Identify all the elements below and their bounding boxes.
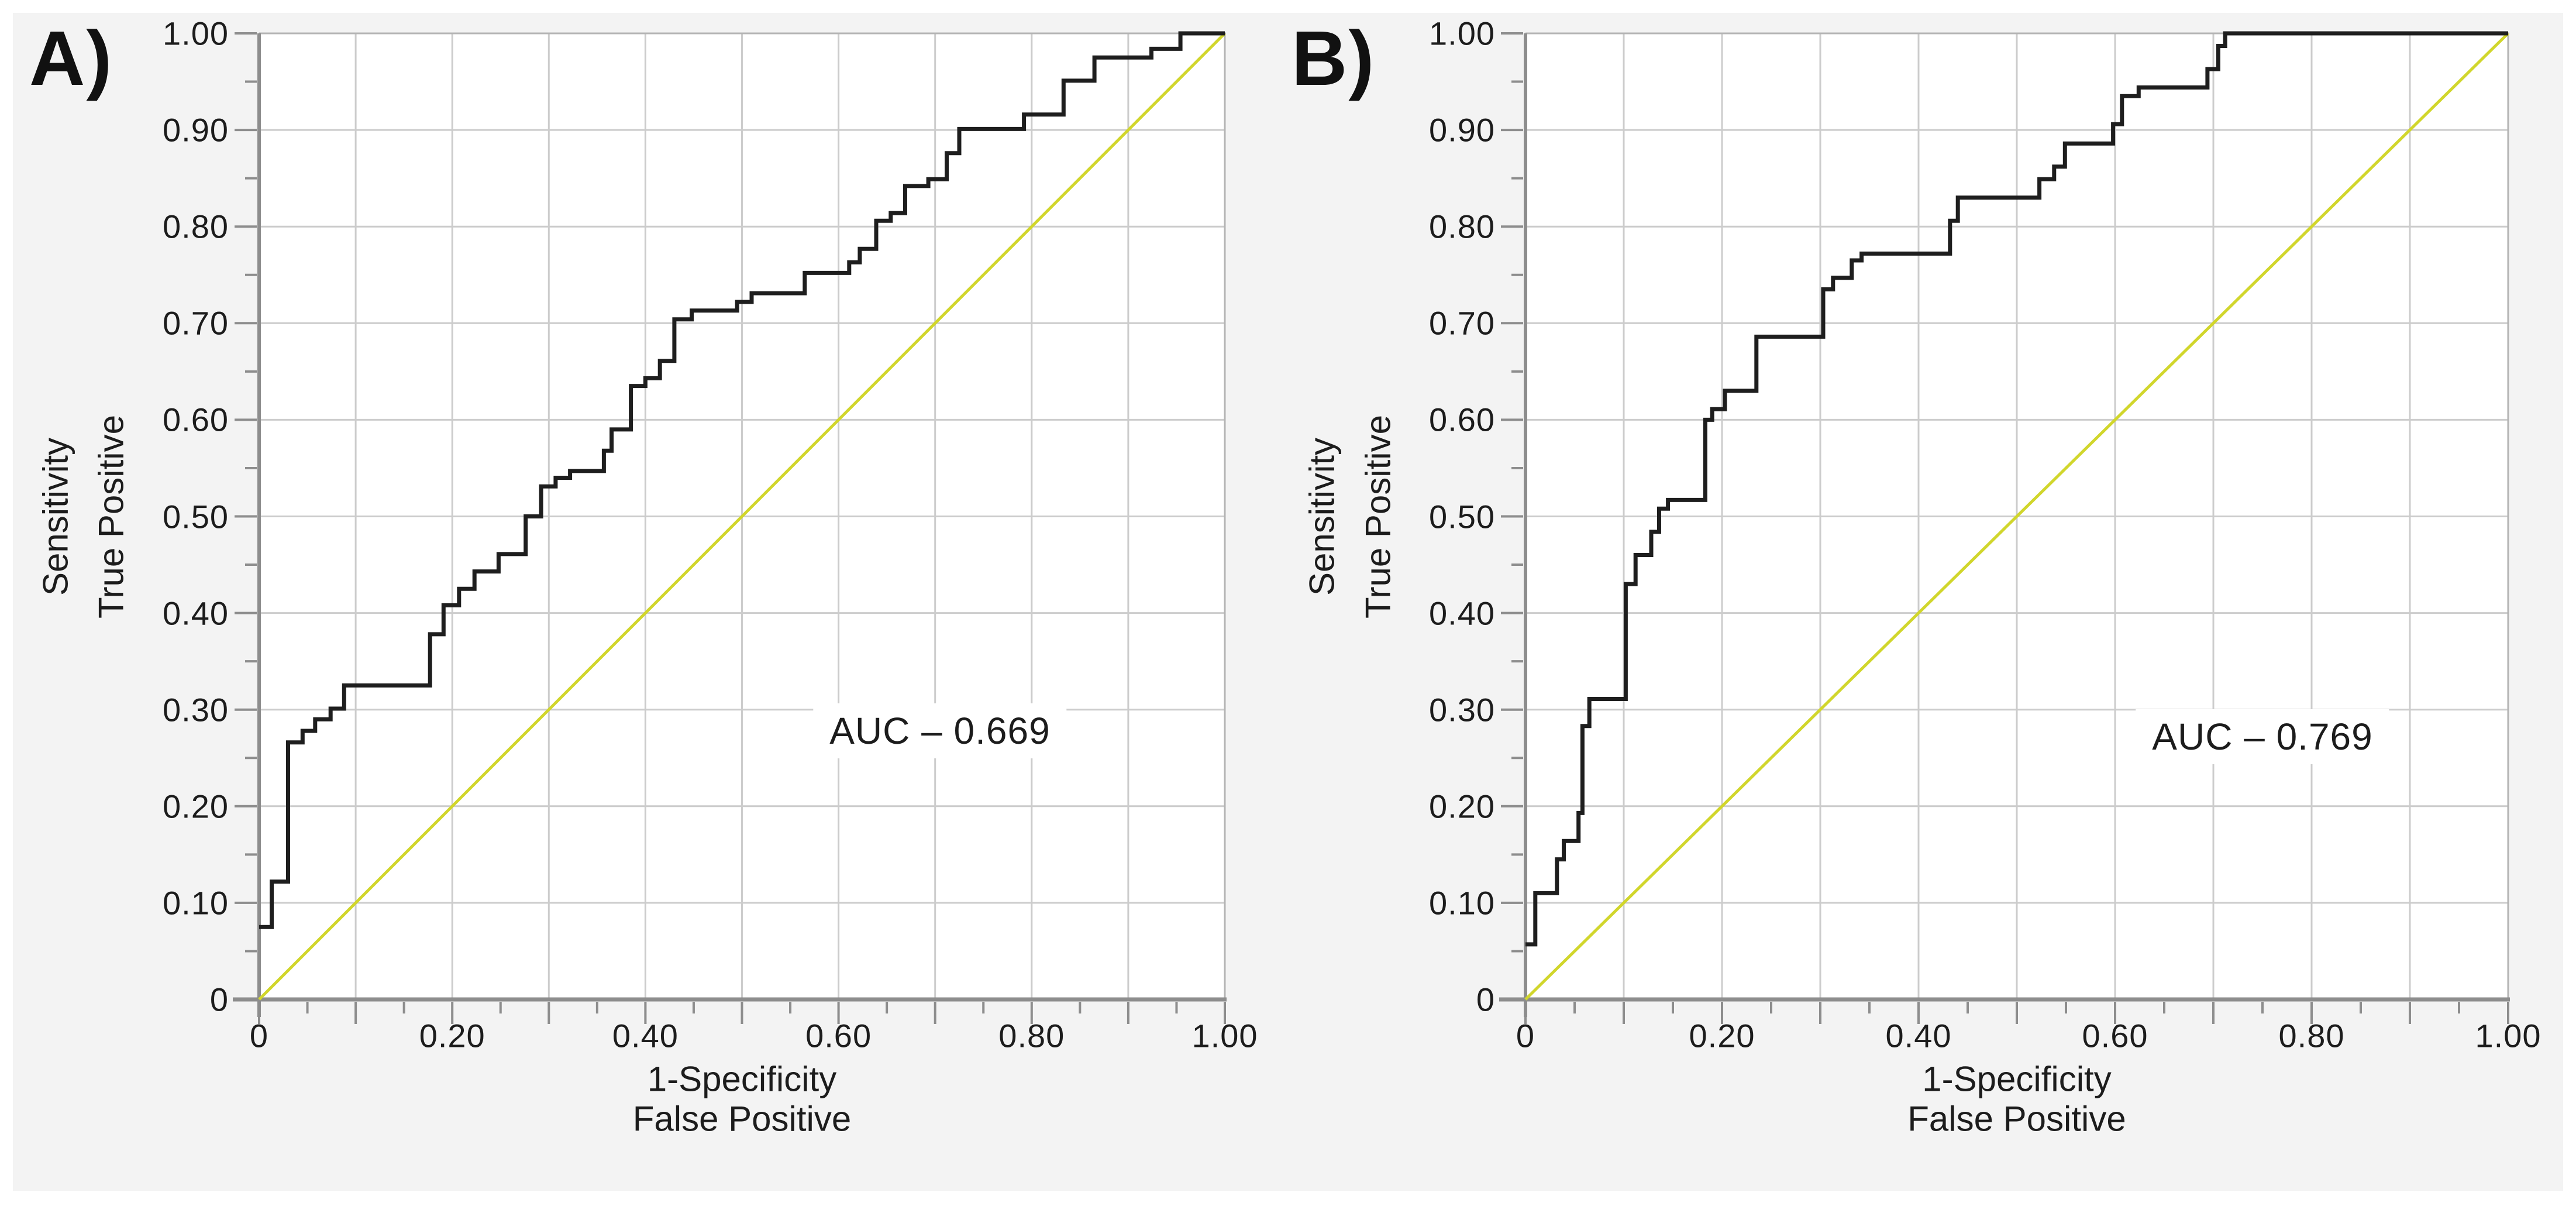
y-tick-label: 0.10 [163, 884, 229, 922]
x-axis-title-false-positive: False Positive [632, 1099, 852, 1139]
x-tick-label: 0 [1516, 1017, 1535, 1054]
roc-curve [1525, 31, 2508, 947]
chance-diagonal-line [1524, 32, 2509, 1001]
x-tick-label: 0.80 [2278, 1017, 2345, 1054]
x-tick-label: 0.60 [2082, 1017, 2148, 1054]
y-tick-label: 0.70 [1429, 304, 1495, 342]
y-tick-label: 0 [1476, 981, 1495, 1018]
y-tick-label: 0.40 [1429, 595, 1495, 632]
panel-letter-b: B) [1292, 15, 1376, 101]
x-tick-label: 0.60 [805, 1017, 872, 1054]
x-tick-label: 1.00 [1191, 1017, 1258, 1054]
y-tick-label: 0.20 [1429, 788, 1495, 825]
y-tick-label: 0.90 [163, 111, 229, 149]
y-tick-label: 0.60 [163, 401, 229, 438]
panel-letter-a: A) [29, 15, 113, 101]
x-axis-title-1-specificity: 1-Specificity [1922, 1059, 2112, 1099]
y-tick-label: 0.60 [1429, 401, 1495, 438]
x-axis-title-false-positive: False Positive [1907, 1099, 2126, 1139]
x-tick-label: 1.00 [2475, 1017, 2541, 1054]
y-tick-label: 0.70 [163, 304, 229, 342]
y-tick-label: 1.00 [163, 15, 229, 52]
y-tick-label: 0.80 [163, 208, 229, 245]
x-tick-label: 0 [249, 1017, 269, 1054]
x-axis-title-1-specificity: 1-Specificity [647, 1059, 837, 1099]
x-tick-label: 0.40 [1885, 1017, 1952, 1054]
y-tick-label: 0.10 [1429, 884, 1495, 922]
x-tick-label: 0.20 [1689, 1017, 1755, 1054]
roc-curve [259, 31, 1225, 929]
y-tick-label: 0.30 [163, 691, 229, 729]
chance-diagonal-line [258, 32, 1226, 1001]
y-tick-label: 1.00 [1429, 15, 1495, 52]
x-tick-label: 0.20 [419, 1017, 485, 1054]
y-tick-label: 0.30 [1429, 691, 1495, 729]
y-tick-label: 0.40 [163, 595, 229, 632]
x-tick-label: 0.40 [612, 1017, 679, 1054]
auc-annotation: AUC – 0.769 [2136, 709, 2389, 764]
auc-annotation: AUC – 0.669 [813, 703, 1067, 759]
y-tick-label: 0 [209, 981, 229, 1018]
y-tick-label: 0.90 [1429, 111, 1495, 149]
y-tick-label: 0.80 [1429, 208, 1495, 245]
y-tick-label: 0.50 [1429, 498, 1495, 535]
x-tick-label: 0.80 [998, 1017, 1065, 1054]
y-tick-label: 0.50 [163, 498, 229, 535]
y-tick-label: 0.20 [163, 788, 229, 825]
